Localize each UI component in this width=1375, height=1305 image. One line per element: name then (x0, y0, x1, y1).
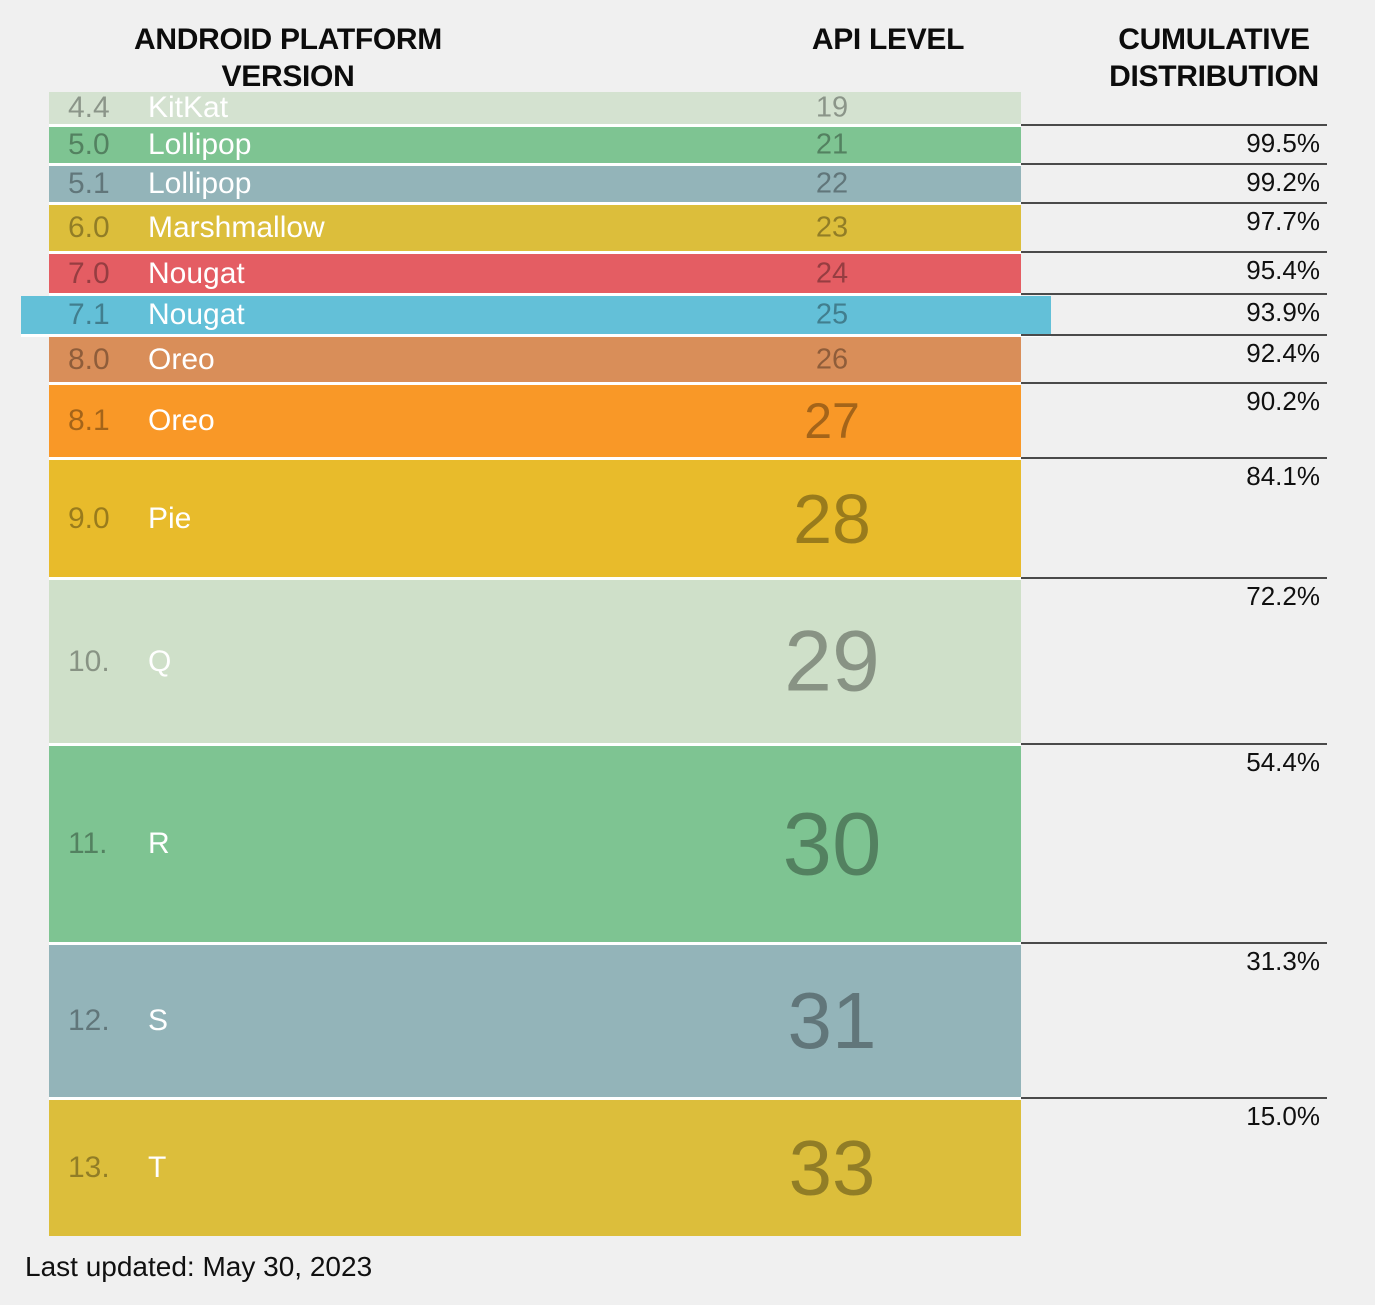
cumulative-percent: 54.4% (1246, 747, 1320, 777)
version-number: 10. (68, 644, 110, 678)
version-row[interactable]: 7.0 Nougat 24 (49, 254, 1021, 296)
api-level-value: 28 (793, 479, 871, 558)
cumulative-entry: 15.0% (1021, 1097, 1327, 1132)
api-level-value: 25 (815, 298, 849, 331)
api-level-value: 21 (815, 128, 849, 161)
version-name: Marshmallow (148, 211, 325, 244)
version-name: Nougat (148, 256, 245, 290)
version-number: 11. (68, 827, 108, 860)
api-level-value: 31 (787, 976, 877, 1065)
version-name: Lollipop (148, 167, 252, 200)
version-name: KitKat (148, 91, 229, 124)
cumulative-percent: 15.0% (1246, 1101, 1320, 1131)
version-row[interactable]: 5.0 Lollipop 21 (49, 127, 1021, 166)
divider-line (1021, 1097, 1327, 1099)
version-number: 7.0 (68, 256, 110, 290)
divider-line (1021, 457, 1327, 459)
cumulative-percent: 72.2% (1246, 581, 1320, 611)
cumulative-entry: 84.1% (1021, 457, 1327, 492)
cumulative-percent: 92.4% (1246, 338, 1320, 368)
version-row[interactable]: 6.0 Marshmallow 23 (49, 205, 1021, 254)
version-name: Pie (148, 501, 192, 535)
divider-line (1021, 251, 1327, 253)
cumulative-percent: 84.1% (1246, 461, 1320, 491)
version-number: 6.0 (68, 211, 110, 244)
api-level-value: 29 (784, 613, 880, 709)
version-name: Oreo (148, 342, 215, 376)
version-number: 4.4 (68, 91, 110, 124)
cumulative-entry: 54.4% (1021, 743, 1327, 778)
version-number: 9.0 (68, 501, 110, 535)
version-row[interactable]: 12. S 31 (49, 945, 1021, 1100)
cumulative-percent: 97.7% (1246, 206, 1320, 236)
version-row[interactable]: 9.0 Pie 28 (49, 460, 1021, 580)
divider-line (1021, 202, 1327, 204)
api-level-value: 24 (815, 257, 849, 289)
cumulative-entry: 72.2% (1021, 577, 1327, 612)
version-row[interactable]: 8.1 Oreo 27 (49, 385, 1021, 460)
version-row[interactable]: 4.4 KitKat 19 (49, 91, 1021, 127)
version-name: Oreo (148, 404, 215, 437)
api-level-value: 19 (815, 91, 849, 124)
version-name: R (148, 827, 170, 860)
version-number: 13. (68, 1151, 110, 1184)
version-row[interactable]: 10. Q 29 (49, 580, 1021, 746)
version-number: 8.1 (68, 404, 110, 437)
column-header-api-level: API LEVEL (811, 23, 965, 56)
api-level-value: 26 (815, 343, 849, 375)
version-row[interactable]: 5.1 Lollipop 22 (49, 166, 1021, 205)
version-name: Lollipop (148, 128, 252, 161)
version-row[interactable]: 7.1 Nougat 25 (21, 296, 1051, 337)
api-level-value: 30 (782, 793, 882, 894)
divider-line (1021, 293, 1327, 295)
column-header-cumulative-distribution: CUMULATIVE DISTRIBUTION (1109, 23, 1319, 93)
version-number: 7.1 (68, 298, 110, 331)
version-number: 5.1 (68, 167, 110, 200)
divider-line (1021, 163, 1327, 165)
version-name: Nougat (148, 298, 245, 331)
cumulative-entry: 97.7% (1021, 202, 1327, 237)
cumulative-percent: 99.2% (1246, 167, 1320, 197)
last-updated-label: Last updated: May 30, 2023 (25, 1251, 373, 1282)
cumulative-percent: 95.4% (1246, 255, 1320, 285)
cumulative-entry: 31.3% (1021, 942, 1327, 977)
cumulative-entry: 92.4% (1021, 334, 1327, 369)
cumulative-entry: 95.4% (1021, 251, 1327, 286)
version-number: 12. (68, 1004, 110, 1037)
version-row[interactable]: 13. T 33 (49, 1100, 1021, 1236)
api-level-value: 27 (804, 393, 860, 449)
version-name: Q (148, 644, 172, 678)
version-number: 5.0 (68, 128, 110, 161)
column-header-platform-version: ANDROID PLATFORM VERSION (134, 23, 442, 93)
cumulative-percent: 31.3% (1246, 946, 1320, 976)
cumulative-percent: 99.5% (1246, 128, 1320, 158)
cumulative-percent: 93.9% (1246, 297, 1320, 327)
cumulative-entry: 93.9% (1021, 293, 1327, 328)
api-level-value: 23 (815, 211, 849, 244)
version-row[interactable]: 11. R 30 (49, 746, 1021, 945)
divider-line (1021, 577, 1327, 579)
api-level-value: 33 (788, 1123, 876, 1212)
cumulative-entry: 99.2% (1021, 163, 1327, 198)
api-level-value: 22 (815, 167, 849, 200)
version-number: 8.0 (68, 342, 110, 376)
version-row[interactable]: 8.0 Oreo 26 (49, 337, 1021, 385)
version-name: T (148, 1151, 167, 1184)
divider-line (1021, 124, 1327, 126)
cumulative-entry: 99.5% (1021, 124, 1327, 159)
divider-line (1021, 334, 1327, 336)
divider-line (1021, 743, 1327, 745)
cumulative-entry: 90.2% (1021, 382, 1327, 417)
divider-line (1021, 382, 1327, 384)
version-name: S (148, 1004, 169, 1037)
divider-line (1021, 942, 1327, 944)
cumulative-percent: 90.2% (1246, 386, 1320, 416)
